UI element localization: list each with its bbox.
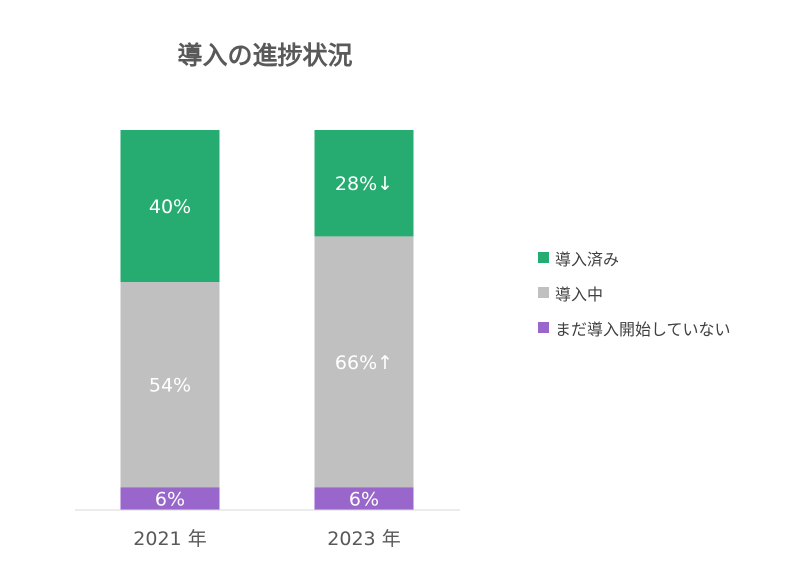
data-label-0-0: 6% bbox=[155, 489, 185, 511]
bar-segment-0-0 bbox=[120, 487, 220, 510]
data-label-1-0: 6% bbox=[349, 489, 379, 511]
data-label-1-1: 66%↑ bbox=[335, 352, 393, 374]
legend-swatch bbox=[538, 252, 549, 263]
legend-label: まだ導入開始していない bbox=[555, 319, 731, 339]
legend-swatch bbox=[538, 322, 549, 333]
bar-segment-0-1 bbox=[120, 282, 220, 488]
x-tick-label-0: 2021 年 bbox=[133, 528, 206, 550]
legend: 導入済み導入中まだ導入開始していない bbox=[538, 240, 731, 345]
legend-label: 導入済み bbox=[555, 249, 620, 269]
bar-segment-1-2 bbox=[314, 130, 414, 237]
x-tick-label-1: 2023 年 bbox=[327, 528, 400, 550]
legend-item-0: 導入済み bbox=[538, 240, 731, 275]
chart-title: 導入の進捗状況 bbox=[177, 41, 353, 70]
legend-item-2: まだ導入開始していない bbox=[538, 310, 731, 345]
data-label-0-1: 54% bbox=[149, 375, 191, 397]
legend-item-1: 導入中 bbox=[538, 275, 731, 310]
stacked-bar-chart: 6% 54% 40% 6% 66%↑ 28%↓ 2021 年 2023 年 bbox=[75, 130, 460, 550]
bar-segment-1-0 bbox=[314, 487, 414, 510]
data-label-0-2: 40% bbox=[149, 196, 191, 218]
data-label-1-2: 28%↓ bbox=[335, 173, 393, 195]
legend-swatch bbox=[538, 287, 549, 298]
bar-segment-1-1 bbox=[314, 236, 414, 488]
bar-segment-0-2 bbox=[120, 130, 220, 282]
legend-label: 導入中 bbox=[555, 284, 604, 304]
